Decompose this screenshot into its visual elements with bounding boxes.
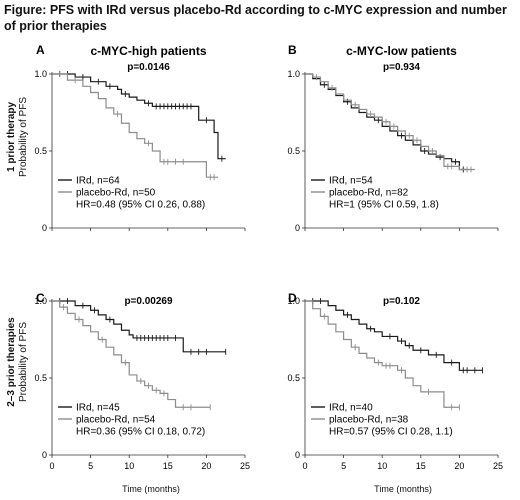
km-curve-ird-a	[52, 73, 226, 160]
legend-label-placebo-b: placebo-Rd, n=82	[329, 188, 409, 199]
x-tick-label-d-1: 5	[341, 461, 346, 471]
p-value-d: p=0.102	[383, 296, 420, 307]
panel-letter-a: A	[36, 43, 45, 57]
legend-label-ird-b: IRd, n=54	[329, 176, 373, 187]
panel-letter-b: B	[288, 43, 297, 57]
x-tick-label-d-3: 15	[416, 461, 426, 471]
y-tick-label-c-0: 0	[42, 450, 47, 460]
x-tick-label-c-4: 20	[201, 461, 211, 471]
p-value-b: p=0.934	[383, 62, 420, 73]
y-tick-label-b-1: 0.5	[287, 146, 300, 156]
y-tick-label-d-0: 0	[295, 450, 300, 460]
y-tick-label-a-0: 0	[42, 223, 47, 233]
x-tick-label-c-0: 0	[49, 461, 54, 471]
x-tick-label-d-2: 10	[377, 461, 387, 471]
km-curve-placebo-d	[305, 300, 460, 408]
p-value-a: p=0.0146	[127, 62, 170, 73]
x-tick-label-d-4: 20	[454, 461, 464, 471]
y-tick-label-b-0: 0	[295, 223, 300, 233]
y-tick-label-d-1: 0.5	[287, 373, 300, 383]
y-tick-label-c-2: 1.0	[34, 296, 47, 306]
panel-letter-d: D	[288, 291, 297, 305]
x-tick-label-c-2: 10	[124, 461, 134, 471]
km-curve-placebo-a	[52, 73, 218, 178]
km-curve-ird-d	[305, 300, 483, 371]
legend-label-ird-a: IRd, n=64	[76, 176, 120, 187]
p-value-c: p=0.00269	[124, 296, 173, 307]
y-tick-label-b-2: 1.0	[287, 69, 300, 79]
hazard-ratio-d: HR=0.57 (95% CI 0.28, 1.1)	[329, 427, 453, 438]
x-tick-label-d-5: 25	[493, 461, 503, 471]
figure-title: Figure: PFS with IRd versus placebo-Rd a…	[4, 3, 507, 33]
hazard-ratio-b: HR=1 (95% CI 0.59, 1.8)	[329, 200, 439, 211]
x-axis-title-right: Time (months)	[374, 484, 432, 494]
panel-letter-c: C	[36, 291, 45, 305]
y-tick-label-c-1: 0.5	[34, 373, 47, 383]
x-tick-label-d-0: 0	[302, 461, 307, 471]
y-tick-label-d-2: 1.0	[287, 296, 300, 306]
x-tick-label-c-3: 15	[163, 461, 173, 471]
y-tick-label-a-1: 0.5	[34, 146, 47, 156]
km-curve-ird-b	[305, 73, 468, 171]
km-curve-placebo-c	[52, 300, 211, 408]
legend-label-placebo-d: placebo-Rd, n=38	[329, 415, 409, 426]
panel-title-b: c-MYC-low patients	[346, 44, 457, 58]
legend-label-ird-d: IRd, n=40	[329, 403, 373, 414]
y-tick-label-a-2: 1.0	[34, 69, 47, 79]
legend-label-placebo-c: placebo-Rd, n=54	[76, 415, 156, 426]
x-tick-label-c-5: 25	[240, 461, 250, 471]
km-curve-placebo-b	[305, 73, 475, 171]
hazard-ratio-a: HR=0.48 (95% CI 0.26, 0.88)	[76, 200, 205, 211]
x-axis-title-left: Time (months)	[122, 484, 180, 494]
legend-label-placebo-a: placebo-Rd, n=50	[76, 188, 156, 199]
hazard-ratio-c: HR=0.36 (95% CI 0.18, 0.72)	[76, 427, 205, 438]
legend-label-ird-c: IRd, n=45	[76, 403, 120, 414]
panel-title-a: c-MYC-high patients	[91, 44, 207, 58]
x-tick-label-c-1: 5	[88, 461, 93, 471]
km-curve-ird-c	[52, 300, 226, 353]
